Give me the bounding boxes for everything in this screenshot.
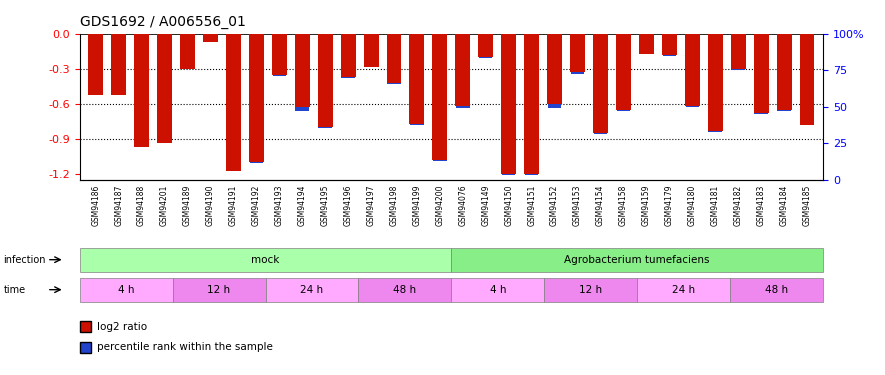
Text: 24 h: 24 h bbox=[672, 285, 696, 295]
Text: 4 h: 4 h bbox=[489, 285, 506, 295]
Text: 24 h: 24 h bbox=[300, 285, 324, 295]
Bar bbox=[296, 108, 309, 111]
Bar bbox=[433, 34, 447, 160]
Bar bbox=[158, 142, 172, 143]
Text: mock: mock bbox=[251, 255, 280, 265]
Bar bbox=[226, 34, 241, 171]
Bar bbox=[501, 34, 516, 174]
Bar bbox=[662, 34, 677, 55]
Text: time: time bbox=[4, 285, 26, 295]
Text: GDS1692 / A006556_01: GDS1692 / A006556_01 bbox=[80, 15, 245, 29]
Bar bbox=[272, 34, 287, 75]
Text: percentile rank within the sample: percentile rank within the sample bbox=[97, 342, 273, 352]
Bar bbox=[387, 34, 402, 83]
Bar bbox=[433, 160, 447, 161]
Bar bbox=[524, 34, 539, 174]
Bar bbox=[135, 34, 149, 147]
Bar bbox=[249, 34, 264, 162]
Bar bbox=[158, 34, 172, 142]
Bar bbox=[594, 133, 607, 134]
Bar bbox=[479, 57, 492, 58]
Bar bbox=[456, 106, 470, 108]
Bar bbox=[502, 174, 515, 175]
Bar bbox=[250, 162, 263, 163]
Bar bbox=[88, 34, 104, 94]
Text: 4 h: 4 h bbox=[118, 285, 135, 295]
Bar bbox=[410, 34, 425, 124]
Bar bbox=[571, 72, 584, 74]
Text: 48 h: 48 h bbox=[393, 285, 417, 295]
Bar bbox=[709, 131, 722, 132]
Bar bbox=[456, 34, 470, 106]
Bar bbox=[731, 69, 745, 70]
Bar bbox=[570, 34, 585, 72]
Bar bbox=[180, 34, 195, 69]
Bar bbox=[754, 113, 768, 114]
Bar bbox=[777, 110, 791, 111]
Bar bbox=[777, 34, 791, 110]
Text: infection: infection bbox=[4, 255, 46, 265]
Bar bbox=[593, 34, 608, 133]
Bar bbox=[364, 34, 379, 66]
Bar bbox=[525, 174, 538, 176]
Bar bbox=[547, 34, 562, 104]
Bar bbox=[478, 34, 493, 57]
Bar bbox=[548, 104, 561, 108]
Bar bbox=[341, 34, 356, 77]
Text: 48 h: 48 h bbox=[765, 285, 789, 295]
Bar bbox=[295, 34, 310, 108]
Bar bbox=[388, 83, 401, 84]
Bar bbox=[708, 34, 723, 131]
Bar bbox=[617, 110, 630, 111]
Bar bbox=[342, 77, 355, 78]
Bar bbox=[663, 55, 676, 56]
Bar bbox=[754, 34, 768, 113]
Text: log2 ratio: log2 ratio bbox=[97, 322, 148, 332]
Bar bbox=[365, 66, 378, 68]
Bar bbox=[685, 34, 700, 106]
Bar bbox=[731, 34, 746, 69]
Bar bbox=[318, 34, 333, 128]
Bar bbox=[203, 34, 218, 42]
Text: 12 h: 12 h bbox=[207, 285, 231, 295]
Bar bbox=[686, 106, 699, 107]
Bar bbox=[616, 34, 631, 110]
Text: Agrobacterium tumefaciens: Agrobacterium tumefaciens bbox=[565, 255, 710, 265]
Bar bbox=[799, 34, 814, 125]
Bar bbox=[639, 34, 654, 54]
Bar bbox=[112, 34, 127, 94]
Text: 12 h: 12 h bbox=[579, 285, 603, 295]
